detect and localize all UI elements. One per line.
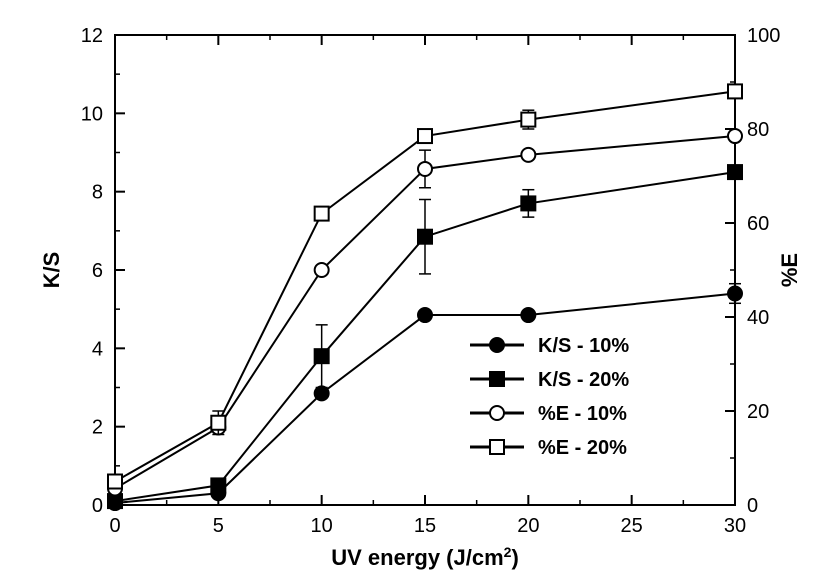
y-right-axis-label: %E [777,253,802,287]
y-left-tick-label: 10 [81,103,103,125]
y-left-tick-label: 2 [92,417,103,439]
x-tick-label: 5 [213,515,224,537]
series-line-ks10 [115,294,735,504]
y-right-tick-label: 40 [747,307,769,329]
series-markers-ks10 [108,287,742,511]
y-right-tick-label: 20 [747,401,769,423]
y-left-tick-label: 0 [92,495,103,517]
x-tick-label: 15 [414,515,436,537]
y-right-tick-label: 0 [747,495,758,517]
y-left-tick-label: 8 [92,182,103,204]
x-tick-label: 0 [109,515,120,537]
x-tick-label: 10 [311,515,333,537]
y-right-tick-label: 80 [747,119,769,141]
y-left-tick-label: 6 [92,260,103,282]
y-left-axis-label: K/S [39,252,64,289]
chart-container: { "chart": { "type": "line", "width": 82… [0,0,822,583]
x-tick-label: 20 [517,515,539,537]
y-right-tick-label: 60 [747,213,769,235]
legend-marker-ks20 [490,372,504,386]
chart-svg: 051015202530024681012020406080100UV ener… [0,0,822,583]
legend-marker-e20 [490,440,504,454]
x-tick-label: 30 [724,515,746,537]
y-left-tick-label: 4 [92,338,103,360]
legend-label-e10: %E - 10% [538,403,627,425]
legend-label-e20: %E - 20% [538,437,627,459]
legend-label-ks20: K/S - 20% [538,369,629,391]
x-tick-label: 25 [621,515,643,537]
y-right-tick-label: 100 [747,25,780,47]
x-axis-label: UV energy (J/cm2) [331,544,519,570]
legend-marker-e10 [490,406,504,420]
legend-label-ks10: K/S - 10% [538,335,629,357]
legend-marker-ks10 [490,338,504,352]
y-left-tick-label: 12 [81,25,103,47]
